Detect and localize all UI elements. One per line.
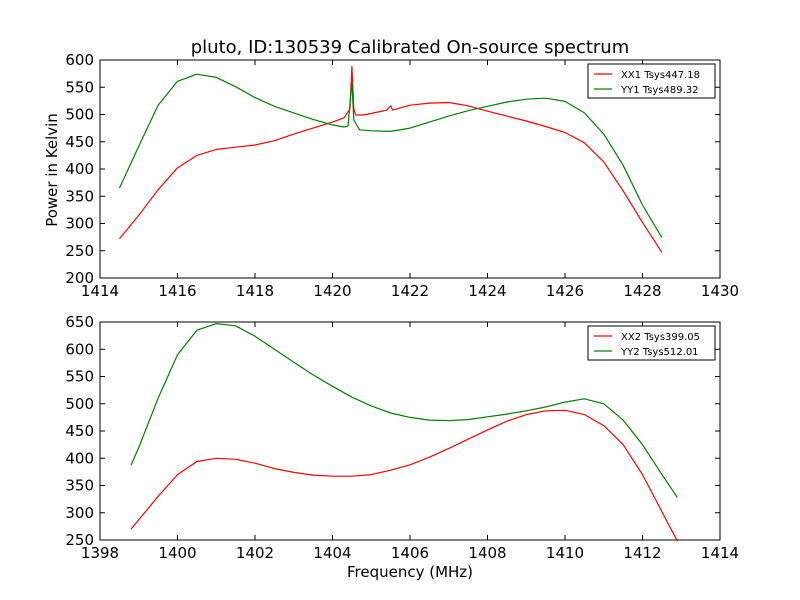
y-tick-label-bottom-8: 650 [65, 313, 94, 331]
x-tick-label-bottom-7: 1412 [623, 544, 661, 562]
y-axis-label: Power in Kelvin [43, 113, 61, 227]
x-tick-label-top-3: 1420 [313, 282, 351, 300]
y-tick-label-bottom-0: 250 [65, 531, 94, 549]
series-line-top-1 [118, 73, 663, 239]
y-tick-label-bottom-3: 400 [65, 449, 94, 467]
y-tick-label-bottom-6: 550 [65, 368, 94, 386]
y-tick-label-top-1: 250 [65, 242, 94, 260]
y-tick-label-top-5: 450 [65, 133, 94, 151]
y-tick-label-top-0: 200 [65, 269, 94, 287]
x-tick-label-top-1: 1416 [158, 282, 196, 300]
series-line-bottom-1 [130, 323, 678, 498]
x-tick-label-top-6: 1426 [546, 282, 584, 300]
x-axis-label: Frequency (MHz) [347, 563, 473, 581]
x-tick-label-bottom-6: 1410 [546, 544, 584, 562]
y-tick-label-bottom-4: 450 [65, 422, 94, 440]
chart-title: pluto, ID:130539 Calibrated On-source sp… [191, 37, 630, 58]
x-tick-label-top-8: 1430 [701, 282, 739, 300]
x-tick-label-bottom-1: 1400 [158, 544, 196, 562]
legend-bottom-label-yy2: YY2 Tsys512.01 [620, 347, 699, 358]
legend-bottom: XX2 Tsys399.05 YY2 Tsys512.01 [587, 325, 716, 361]
y-tick-label-top-3: 350 [65, 187, 94, 205]
y-tick-label-bottom-2: 350 [65, 477, 94, 495]
y-tick-label-bottom-1: 300 [65, 504, 94, 522]
plot-bottom-spectrum: 1398 1400 1402 1404 1406 1408 1410 1412 1414 250 3… [65, 313, 739, 562]
y-tick-label-top-4: 400 [65, 160, 94, 178]
x-tick-label-top-2: 1418 [236, 282, 274, 300]
y-tick-label-bottom-7: 600 [65, 340, 94, 358]
x-tick-label-top-7: 1428 [623, 282, 661, 300]
x-tick-label-bottom-0: 1398 [81, 544, 119, 562]
legend-bottom-label-xx2: XX2 Tsys399.05 [621, 332, 700, 343]
y-tick-label-top-6: 500 [65, 106, 94, 124]
legend-top: XX1 Tsys447.18 YY1 Tsys489.32 [587, 63, 716, 99]
series-line-bottom-0 [130, 409, 678, 542]
legend-bottom-box [587, 325, 716, 361]
y-tick-label-top-7: 550 [65, 78, 94, 96]
x-tick-label-bottom-4: 1406 [391, 544, 429, 562]
legend-top-box [587, 63, 716, 99]
x-tick-label-top-4: 1422 [391, 282, 429, 300]
legend-top-label-yy1: YY1 Tsys489.32 [620, 85, 699, 96]
y-tick-label-top-2: 300 [65, 215, 94, 233]
x-tick-label-bottom-5: 1408 [468, 544, 506, 562]
series-line-top-0 [118, 65, 663, 253]
x-tick-label-top-0: 1414 [81, 282, 119, 300]
legend-top-label-xx1: XX1 Tsys447.18 [621, 70, 700, 81]
plot-top-spectrum: 1414 1416 1418 1420 1422 1424 1426 1428 1430 200 2… [65, 51, 739, 300]
y-tick-label-top-8: 600 [65, 51, 94, 69]
x-tick-label-top-5: 1424 [468, 282, 506, 300]
x-tick-label-bottom-3: 1404 [313, 544, 351, 562]
x-tick-label-bottom-8: 1414 [701, 544, 739, 562]
x-tick-label-bottom-2: 1402 [236, 544, 274, 562]
y-tick-label-bottom-5: 500 [65, 395, 94, 413]
